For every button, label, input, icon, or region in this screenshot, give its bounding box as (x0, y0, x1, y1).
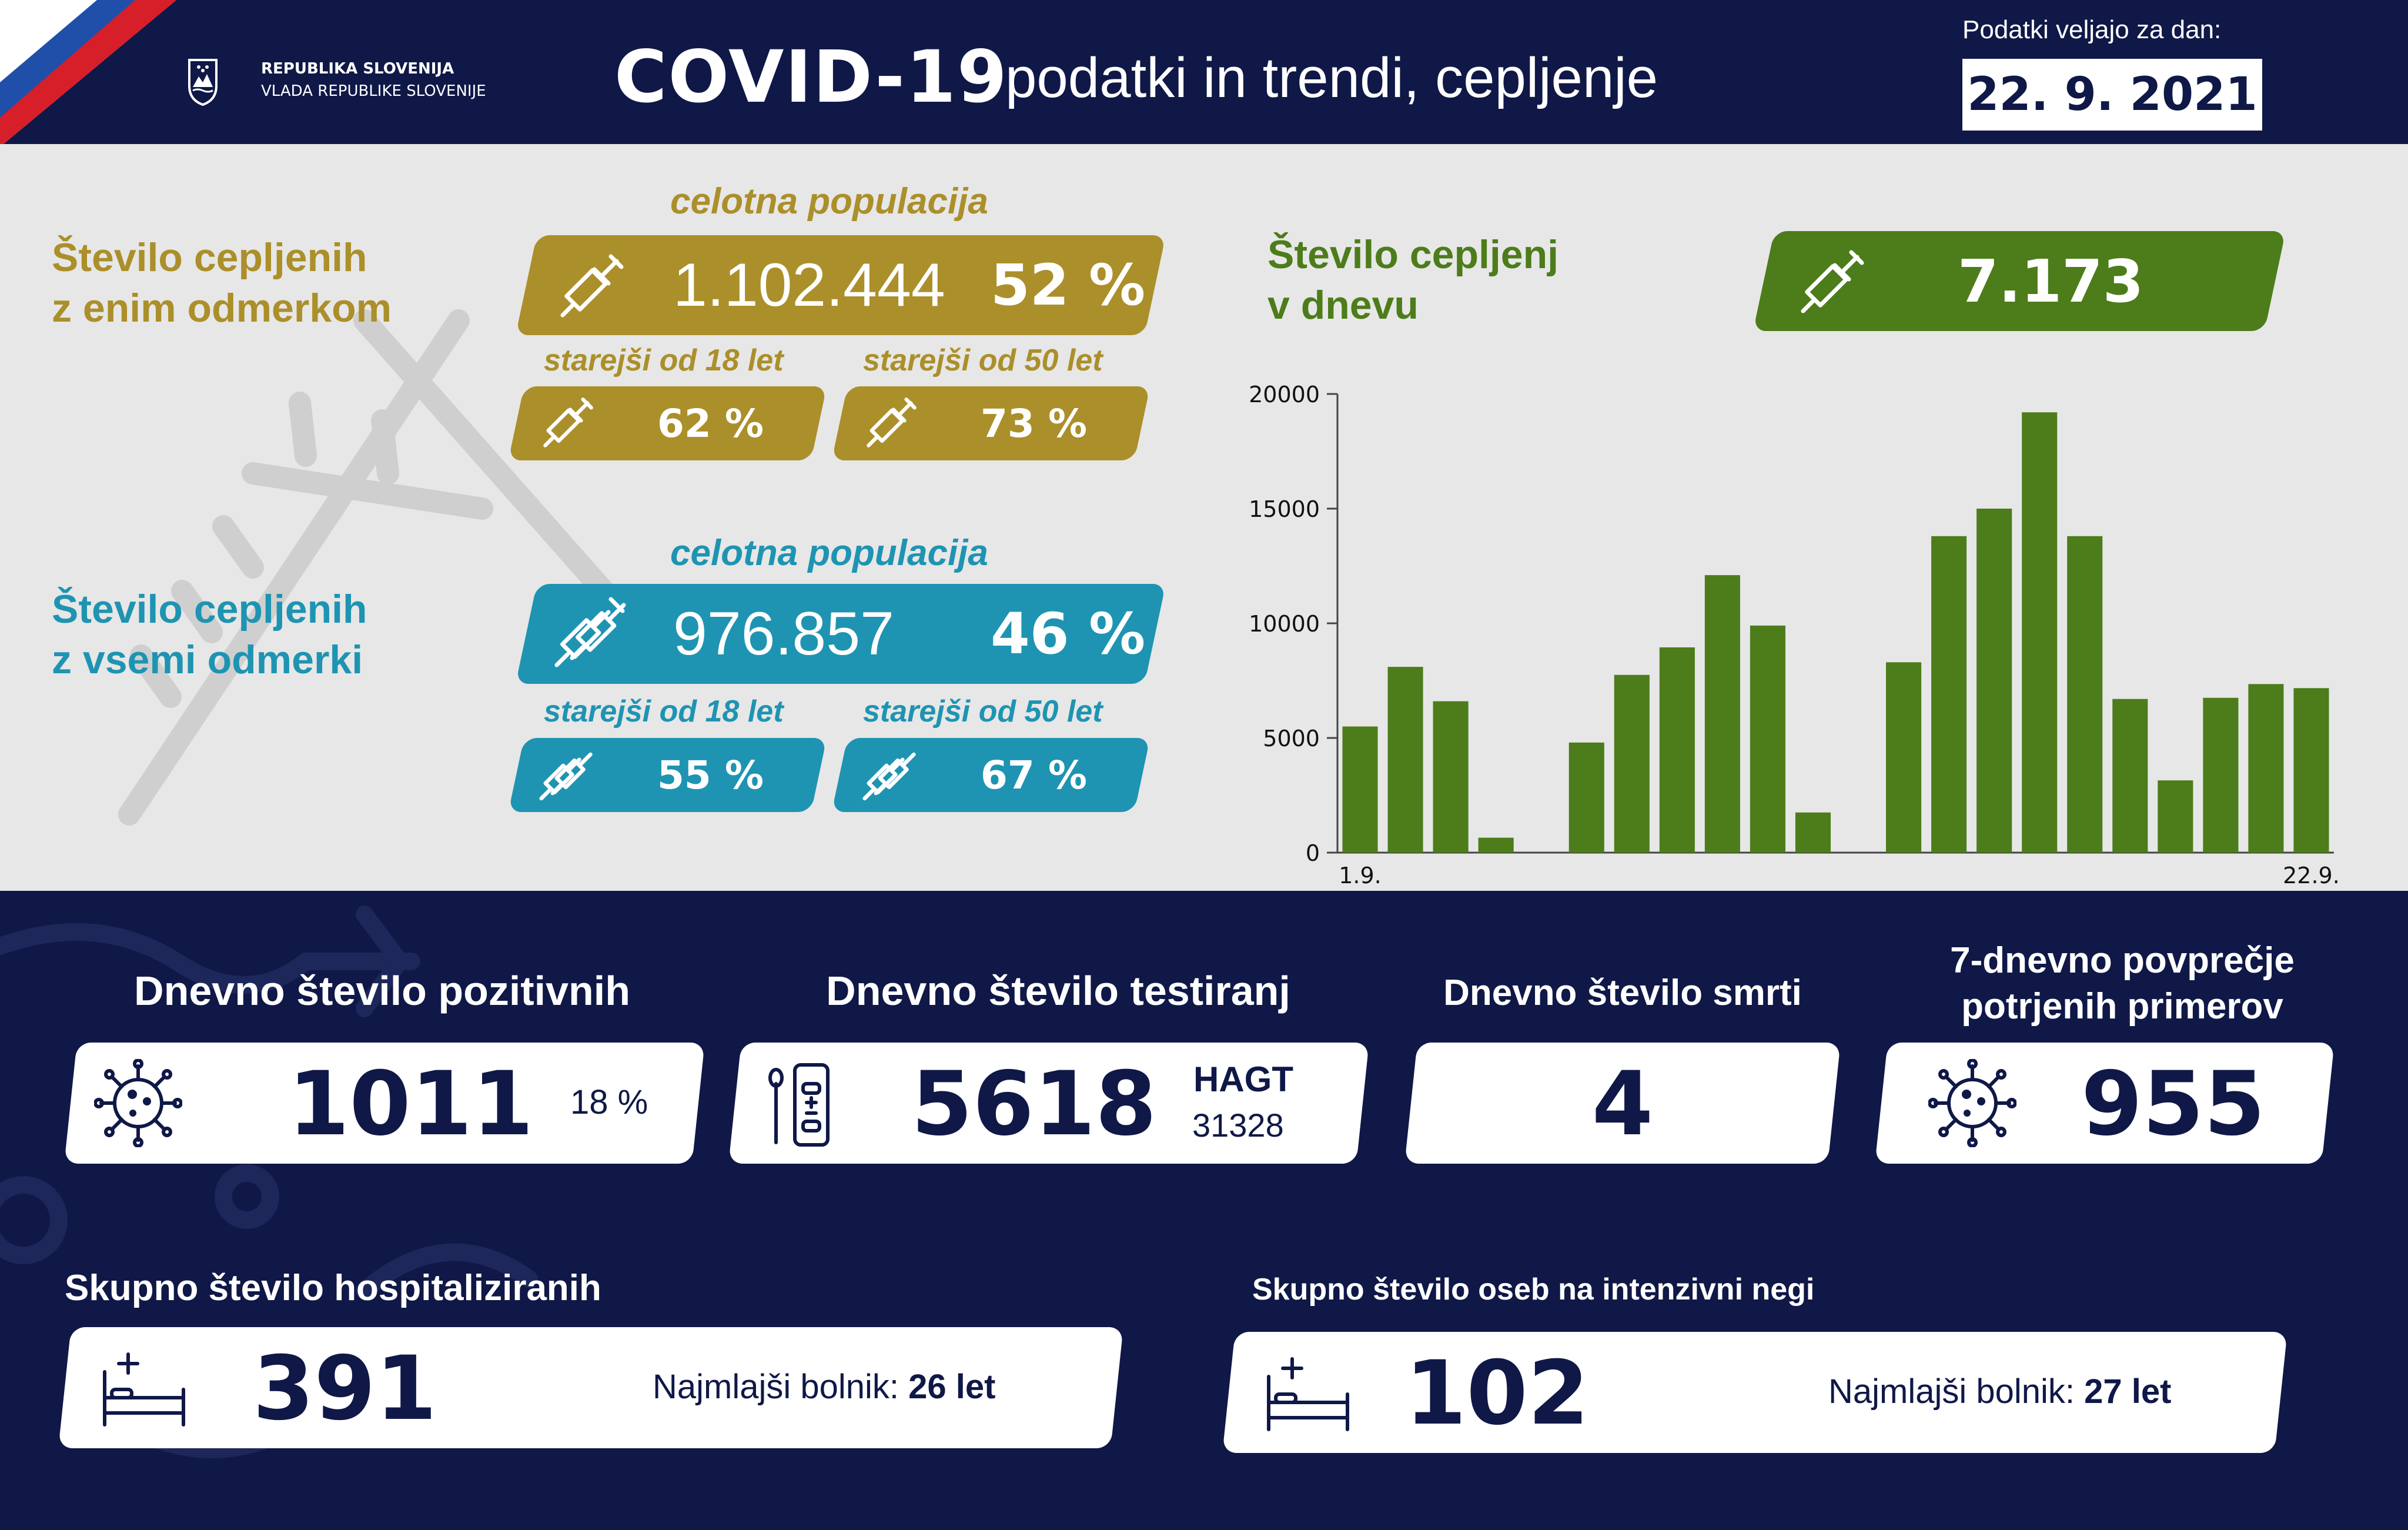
bar (2248, 684, 2284, 853)
bar (2293, 688, 2329, 853)
one-dose-age50-percent: 73 % (981, 400, 1087, 446)
virus-icon (94, 1059, 182, 1147)
all-doses-age50-label: starejši od 50 let (863, 694, 1103, 729)
bar (2112, 699, 2148, 853)
all-doses-total-pill: 976.857 46 % (515, 584, 1166, 684)
one-dose-age18-percent: 62 % (657, 400, 764, 446)
avg7-title: 7-dnevno povprečje potrjenih primerov (1950, 940, 2295, 1027)
deaths-value: 4 (1591, 1053, 1654, 1155)
all-doses-total-count: 976.857 (673, 599, 894, 668)
tests-value: 5618 (911, 1053, 1157, 1155)
virus-icon (1928, 1059, 2016, 1147)
y-tick-label: 0 (1306, 840, 1320, 866)
one-dose-title: Število cepljenih z enim odmerkom (52, 235, 392, 330)
one-dose-age18-label: starejši od 18 let (544, 343, 784, 378)
slovenian-flag-corner (0, 0, 176, 212)
government-subname: VLADA REPUBLIKE SLOVENIJE (261, 82, 486, 100)
all-doses-title: Število cepljenih z vsemi odmerki (52, 587, 367, 682)
one-dose-age18-pill: 62 % (508, 386, 827, 460)
all-doses-total-percent: 46 % (991, 601, 1146, 667)
icu-youngest: Najmlajši bolnik: 27 let (1828, 1372, 2172, 1411)
y-tick-label: 15000 (1249, 496, 1320, 522)
y-tick-label: 20000 (1249, 382, 1320, 407)
bar (2067, 536, 2103, 853)
hospital-bed-icon (103, 1352, 185, 1427)
all-doses-age50-pill: 67 % (831, 738, 1151, 812)
all-doses-age18-percent: 55 % (657, 752, 764, 798)
all-doses-age18-pill: 55 % (508, 738, 827, 812)
background-syringe-icon (118, 309, 646, 826)
syringe-icon (1801, 250, 1864, 313)
all-doses-age50-percent: 67 % (981, 752, 1087, 798)
deaths-card: 4 (1404, 1043, 1841, 1164)
syringes-icon (539, 752, 593, 801)
one-dose-age50-label: starejši od 50 let (863, 343, 1103, 378)
y-tick-label: 10000 (1249, 611, 1320, 637)
x-tick-label: 1.9. (1339, 863, 1382, 888)
stats-panel: Dnevno število pozitivnih 1011 18 % Dnev… (0, 891, 2408, 1530)
tests-card: 5618 HAGT 31328 (728, 1043, 1369, 1164)
bar (1750, 625, 1785, 853)
one-dose-total-percent: 52 % (991, 252, 1146, 318)
bar (1387, 667, 1423, 853)
bar (2022, 412, 2058, 853)
avg7-value: 955 (2081, 1053, 2266, 1155)
positive-card: 1011 18 % (64, 1043, 705, 1164)
one-dose-population-label: celotna populacija (670, 181, 988, 222)
syringes-icon (862, 752, 916, 801)
government-crest-icon (188, 59, 218, 106)
page-subtitle: podatki in trendi, cepljenje (1005, 46, 1658, 109)
icu-card: 102 Najmlajši bolnik: 27 let (1222, 1332, 2287, 1453)
bar (1614, 674, 1650, 853)
syringe-icon (867, 397, 917, 447)
daily-vaccinations-title: Število cepljenj v dnevu (1267, 232, 1559, 328)
avg7-card: 955 (1875, 1043, 2335, 1164)
bar (1976, 509, 2012, 853)
tests-title: Dnevno število testiranj (826, 968, 1290, 1014)
header: REPUBLIKA SLOVENIJA VLADA REPUBLIKE SLOV… (0, 0, 2408, 212)
y-tick-label: 5000 (1263, 726, 1320, 751)
bar (1659, 647, 1695, 853)
one-dose-total-count: 1.102.444 (673, 250, 945, 319)
hospitalized-value: 391 (253, 1338, 437, 1440)
hospitalized-youngest: Najmlajši bolnik: 26 let (653, 1368, 996, 1406)
bar (1795, 812, 1831, 853)
one-dose-total-pill: 1.102.444 52 % (515, 235, 1166, 335)
hagt-value: 31328 (1192, 1107, 1284, 1144)
daily-vaccinations-value: 7.173 (1958, 246, 2144, 316)
page-title: COVID-19 (614, 35, 1008, 119)
positive-value: 1011 (288, 1053, 534, 1155)
test-kit-icon (768, 1063, 830, 1147)
syringe-icon (560, 254, 624, 318)
date-label: Podatki veljajo za dan: (1962, 15, 2222, 44)
syringes-icon (554, 597, 626, 667)
icu-title: Skupno število oseb na intenzivni negi (1252, 1272, 1815, 1307)
bar (2158, 780, 2193, 853)
syringe-icon (543, 397, 593, 447)
bar (1886, 662, 1922, 853)
bar (2203, 697, 2239, 853)
x-tick-label: 22.9. (2283, 863, 2340, 888)
hospitalized-card: 391 Najmlajši bolnik: 26 let (58, 1327, 1123, 1448)
positive-title: Dnevno število pozitivnih (134, 968, 630, 1014)
icu-value: 102 (1405, 1342, 1590, 1445)
all-doses-population-label: celotna populacija (670, 533, 988, 573)
daily-vaccinations-pill: 7.173 (1753, 231, 2286, 331)
hospital-bed-icon (1267, 1357, 1349, 1431)
bar (1704, 575, 1740, 853)
government-name: REPUBLIKA SLOVENIJA (261, 60, 454, 78)
all-doses-age18-label: starejši od 18 let (544, 694, 784, 729)
positive-percent: 18 % (570, 1083, 648, 1121)
bar (1433, 701, 1469, 853)
one-dose-age50-pill: 73 % (831, 386, 1151, 460)
date-value: 22. 9. 2021 (1962, 59, 2262, 131)
bar (1568, 742, 1604, 853)
bar (1342, 726, 1378, 853)
deaths-title: Dnevno število smrti (1443, 973, 1802, 1013)
hospitalized-title: Skupno število hospitaliziranih (65, 1268, 601, 1308)
hagt-label: HAGT (1193, 1060, 1293, 1099)
daily-vaccinations-chart: 0 5000 10000 15000 20000 1.9. 22.9. (1249, 382, 2340, 888)
bar (1931, 536, 1967, 853)
bar (1478, 837, 1514, 853)
